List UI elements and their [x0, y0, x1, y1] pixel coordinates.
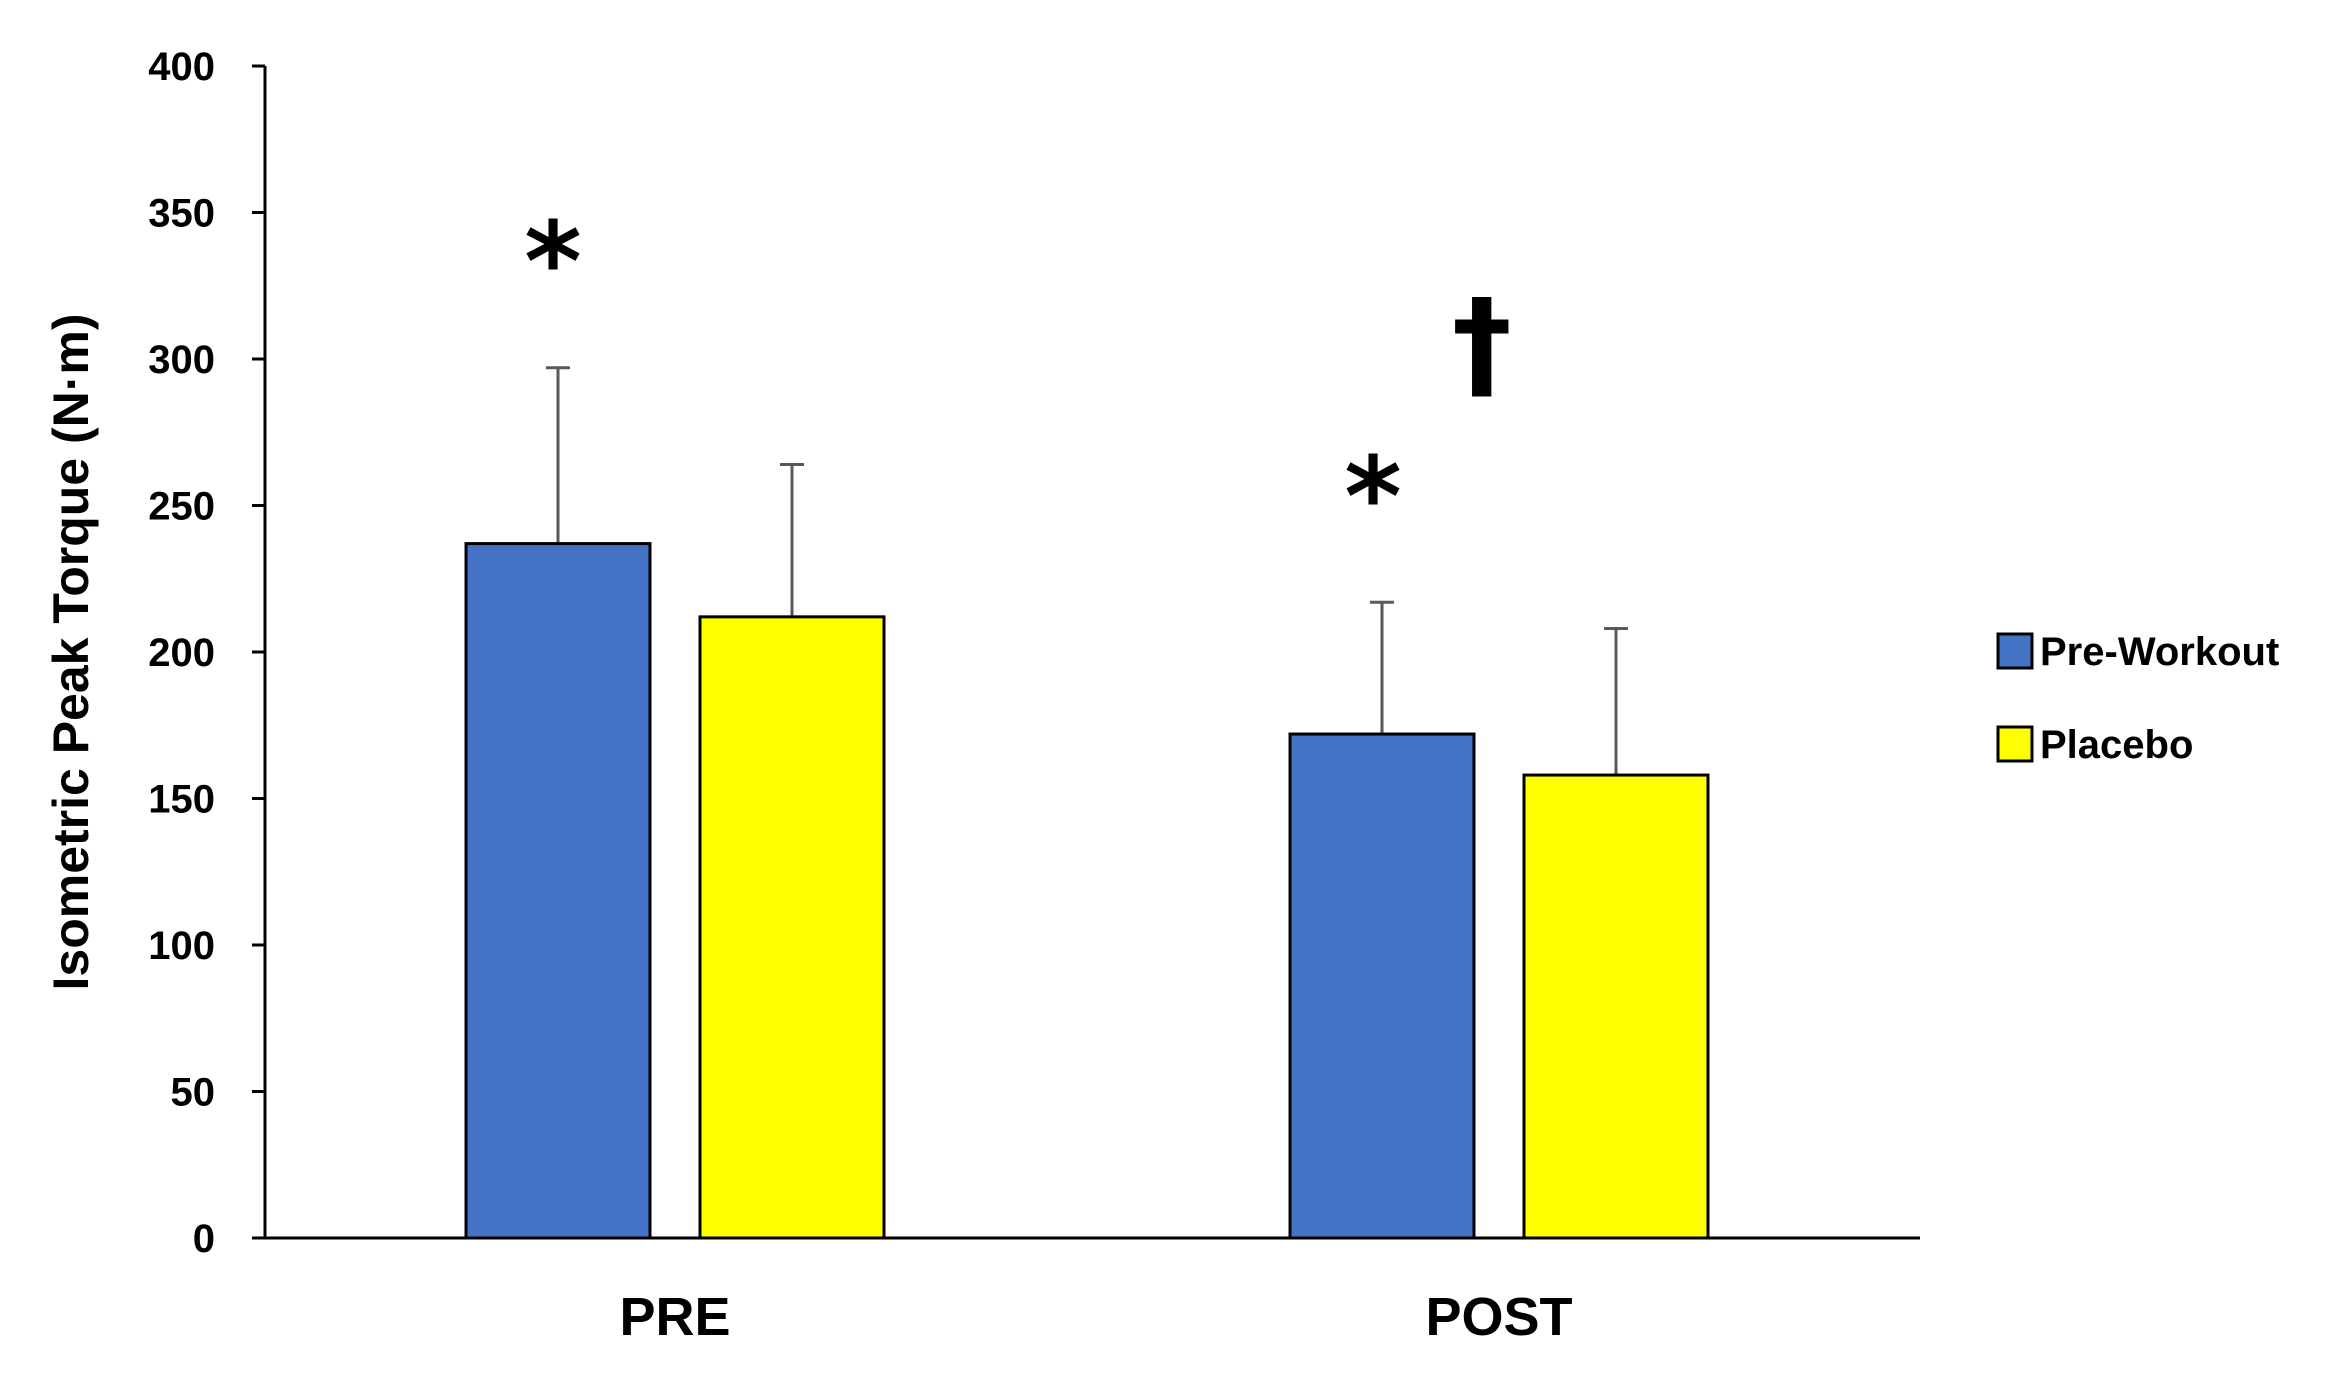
y-ticks: 0 50 100 150 200 250 300 350 400: [148, 45, 265, 1261]
y-axis-title: Isometric Peak Torque (N·m): [43, 313, 99, 990]
y-tick-label: 150: [148, 778, 215, 822]
y-tick-label: 400: [148, 45, 215, 89]
bar-pre-workout-pre: [464, 542, 652, 1240]
category-label-pre: PRE: [619, 1287, 730, 1347]
y-tick-label: 350: [148, 192, 215, 236]
legend-swatch-pre-workout: [1996, 632, 2034, 670]
y-tick-label: 50: [171, 1071, 216, 1115]
y-tick-label: 0: [193, 1217, 215, 1261]
y-tick-label: 300: [148, 338, 215, 382]
asterisk-annotation: *: [1344, 433, 1402, 561]
legend: Pre-Workout Placebo: [1996, 630, 2279, 767]
y-tick-label: 200: [148, 631, 215, 675]
y-tick-label: 250: [148, 485, 215, 529]
bar-pre-workout-post: [1288, 732, 1476, 1240]
bar-placebo-pre: [698, 615, 886, 1240]
error-bars: [546, 366, 1628, 776]
bars: [464, 542, 1710, 1240]
legend-label-pre-workout: Pre-Workout: [2040, 630, 2279, 674]
asterisk-annotation: *: [524, 198, 582, 326]
bar-placebo-post: [1522, 773, 1710, 1240]
dagger-annotation: †: [1452, 275, 1512, 414]
category-label-post: POST: [1425, 1287, 1572, 1347]
y-tick-label: 100: [148, 924, 215, 968]
category-labels: PRE POST: [619, 1287, 1572, 1347]
legend-label-placebo: Placebo: [2040, 723, 2193, 767]
annotations: * * †: [524, 198, 1512, 561]
legend-swatch-placebo: [1996, 725, 2034, 763]
